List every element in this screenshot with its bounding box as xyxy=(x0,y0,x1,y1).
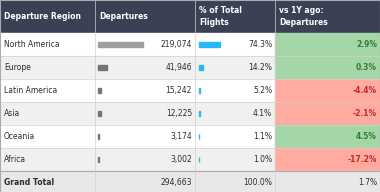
Bar xyxy=(98,134,99,139)
Text: Asia: Asia xyxy=(4,109,20,118)
Text: vs 1Y ago:
Departures: vs 1Y ago: Departures xyxy=(279,7,328,26)
Text: -17.2%: -17.2% xyxy=(347,155,377,164)
Bar xyxy=(98,157,99,162)
Text: 74.3%: 74.3% xyxy=(248,40,272,49)
Text: 294,663: 294,663 xyxy=(160,178,192,187)
Bar xyxy=(0,33,275,56)
Text: 15,242: 15,242 xyxy=(166,86,192,95)
Bar xyxy=(0,102,275,125)
Bar xyxy=(0,125,275,148)
Text: Departures: Departures xyxy=(99,12,148,21)
Text: Europe: Europe xyxy=(4,63,31,72)
Bar xyxy=(0,79,275,102)
Bar xyxy=(98,111,101,116)
Bar xyxy=(98,88,101,93)
Text: 12,225: 12,225 xyxy=(166,109,192,118)
Text: 41,946: 41,946 xyxy=(165,63,192,72)
Text: 1.7%: 1.7% xyxy=(358,178,377,187)
Text: 3,174: 3,174 xyxy=(170,132,192,141)
Text: Africa: Africa xyxy=(4,155,26,164)
Text: % of Total
Flights: % of Total Flights xyxy=(199,7,242,26)
Text: 5.2%: 5.2% xyxy=(253,86,272,95)
Bar xyxy=(275,102,380,125)
Text: 1.0%: 1.0% xyxy=(253,155,272,164)
Text: Departure Region: Departure Region xyxy=(4,12,81,21)
Text: Grand Total: Grand Total xyxy=(4,178,54,187)
Bar xyxy=(98,42,143,47)
Text: 2.9%: 2.9% xyxy=(356,40,377,49)
Text: 100.0%: 100.0% xyxy=(243,178,272,187)
Bar xyxy=(199,111,200,116)
Bar xyxy=(275,56,380,79)
Text: 14.2%: 14.2% xyxy=(248,63,272,72)
Text: Latin America: Latin America xyxy=(4,86,57,95)
Bar xyxy=(199,42,220,47)
Text: 0.3%: 0.3% xyxy=(356,63,377,72)
Text: North America: North America xyxy=(4,40,60,49)
Bar xyxy=(275,79,380,102)
Bar xyxy=(275,125,380,148)
Text: 219,074: 219,074 xyxy=(161,40,192,49)
Text: 3,002: 3,002 xyxy=(170,155,192,164)
Text: 1.1%: 1.1% xyxy=(253,132,272,141)
Bar xyxy=(98,65,107,70)
Bar xyxy=(0,148,275,171)
Bar xyxy=(0,0,380,33)
Text: 4.1%: 4.1% xyxy=(253,109,272,118)
Bar xyxy=(0,171,380,192)
Bar xyxy=(275,33,380,56)
Bar xyxy=(199,65,203,70)
Bar xyxy=(199,88,201,93)
Text: -2.1%: -2.1% xyxy=(353,109,377,118)
Text: 4.5%: 4.5% xyxy=(356,132,377,141)
Bar xyxy=(0,56,275,79)
Bar xyxy=(275,148,380,171)
Text: Oceania: Oceania xyxy=(4,132,35,141)
Text: -4.4%: -4.4% xyxy=(353,86,377,95)
